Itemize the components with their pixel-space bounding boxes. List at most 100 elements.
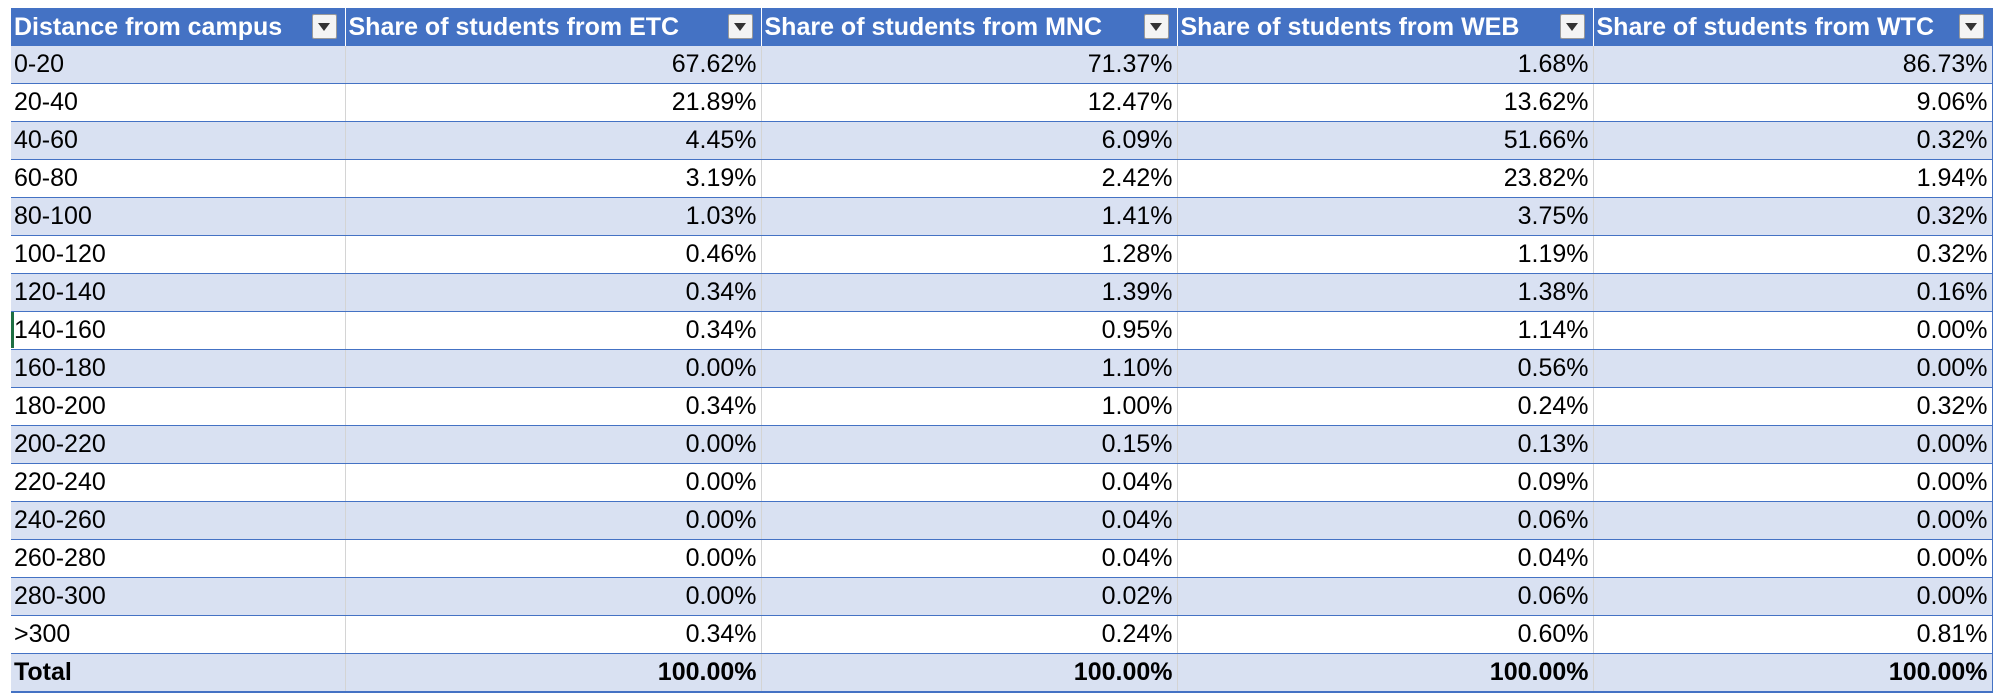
share-cell[interactable]: 0.60% (1177, 615, 1594, 654)
distance-cell[interactable]: 20-40 (11, 83, 346, 122)
share-cell[interactable]: 1.00% (761, 387, 1178, 426)
share-cell[interactable]: 3.75% (1177, 197, 1594, 236)
share-cell[interactable]: 0.00% (1593, 425, 1993, 464)
share-cell[interactable]: 0.00% (345, 425, 762, 464)
share-cell[interactable]: 0.32% (1593, 121, 1993, 160)
share-cell[interactable]: 0.56% (1177, 349, 1594, 388)
share-cell[interactable]: 4.45% (345, 121, 762, 160)
column-header-label: Share of students from WEB (1180, 13, 1520, 41)
share-cell[interactable]: 1.03% (345, 197, 762, 236)
share-cell[interactable]: 1.39% (761, 273, 1178, 312)
distance-cell[interactable]: 100-120 (11, 235, 346, 274)
distance-cell[interactable]: 60-80 (11, 159, 346, 198)
share-cell[interactable]: 0.04% (761, 463, 1178, 502)
distance-cell[interactable]: 280-300 (11, 577, 346, 616)
share-cell[interactable]: 0.32% (1593, 197, 1993, 236)
share-cell[interactable]: 0.04% (761, 539, 1178, 578)
share-cell[interactable]: 0.06% (1177, 577, 1594, 616)
column-header-etc[interactable]: Share of students from ETC (345, 8, 762, 46)
column-header-web[interactable]: Share of students from WEB (1177, 8, 1594, 46)
total-cell[interactable]: 100.00% (345, 653, 762, 693)
share-cell[interactable]: 0.00% (1593, 311, 1993, 350)
filter-dropdown-icon[interactable] (1143, 14, 1169, 39)
share-cell[interactable]: 0.00% (1593, 501, 1993, 540)
share-cell[interactable]: 67.62% (345, 46, 762, 84)
distance-cell[interactable]: 0-20 (11, 46, 346, 84)
share-cell[interactable]: 0.09% (1177, 463, 1594, 502)
share-cell[interactable]: 0.00% (345, 577, 762, 616)
distance-cell[interactable]: 40-60 (11, 121, 346, 160)
share-cell[interactable]: 0.00% (1593, 577, 1993, 616)
filter-dropdown-icon[interactable] (311, 14, 337, 39)
share-cell[interactable]: 0.32% (1593, 235, 1993, 274)
column-header-distance[interactable]: Distance from campus (11, 8, 346, 46)
share-cell[interactable]: 0.02% (761, 577, 1178, 616)
share-cell[interactable]: 1.68% (1177, 46, 1594, 84)
share-cell[interactable]: 1.19% (1177, 235, 1594, 274)
distance-cell[interactable]: 120-140 (11, 273, 346, 312)
share-cell[interactable]: 13.62% (1177, 83, 1594, 122)
share-cell[interactable]: 12.47% (761, 83, 1178, 122)
share-cell[interactable]: 23.82% (1177, 159, 1594, 198)
total-label-cell[interactable]: Total (11, 653, 346, 693)
share-cell[interactable]: 1.10% (761, 349, 1178, 388)
distance-cell[interactable]: 240-260 (11, 501, 346, 540)
table-row: 260-280 0.00% 0.04% 0.04% 0.00% (11, 539, 1993, 578)
distance-cell[interactable]: 200-220 (11, 425, 346, 464)
share-cell[interactable]: 0.24% (1177, 387, 1594, 426)
share-cell[interactable]: 0.00% (1593, 463, 1993, 502)
distance-cell[interactable]: 160-180 (11, 349, 346, 388)
share-cell[interactable]: 0.24% (761, 615, 1178, 654)
share-cell[interactable]: 1.94% (1593, 159, 1993, 198)
share-cell[interactable]: 1.41% (761, 197, 1178, 236)
share-cell[interactable]: 0.81% (1593, 615, 1993, 654)
share-cell[interactable]: 0.00% (1593, 539, 1993, 578)
share-cell[interactable]: 3.19% (345, 159, 762, 198)
share-cell[interactable]: 51.66% (1177, 121, 1594, 160)
distance-cell[interactable]: >300 (11, 615, 346, 654)
share-cell[interactable]: 0.04% (761, 501, 1178, 540)
share-cell[interactable]: 0.34% (345, 311, 762, 350)
share-cell[interactable]: 2.42% (761, 159, 1178, 198)
share-cell[interactable]: 0.00% (1593, 349, 1993, 388)
share-cell[interactable]: 9.06% (1593, 83, 1993, 122)
share-cell[interactable]: 0.32% (1593, 387, 1993, 426)
share-cell[interactable]: 0.16% (1593, 273, 1993, 312)
total-cell[interactable]: 100.00% (1177, 653, 1594, 693)
total-cell[interactable]: 100.00% (1593, 653, 1993, 693)
share-cell[interactable]: 0.00% (345, 463, 762, 502)
share-cell[interactable]: 0.06% (1177, 501, 1594, 540)
share-cell[interactable]: 0.00% (345, 539, 762, 578)
share-cell[interactable]: 0.04% (1177, 539, 1594, 578)
distance-cell[interactable]: 180-200 (11, 387, 346, 426)
distance-cell[interactable]: 220-240 (11, 463, 346, 502)
share-cell[interactable]: 0.34% (345, 273, 762, 312)
distance-cell[interactable]: 80-100 (11, 197, 346, 236)
share-cell[interactable]: 0.34% (345, 615, 762, 654)
share-cell[interactable]: 86.73% (1593, 46, 1993, 84)
filter-dropdown-icon[interactable] (727, 14, 753, 39)
share-cell[interactable]: 21.89% (345, 83, 762, 122)
distance-cell[interactable]: 140-160 (11, 311, 346, 350)
column-header-label: Share of students from WTC (1596, 13, 1935, 41)
filter-dropdown-icon[interactable] (1559, 14, 1585, 39)
share-cell[interactable]: 0.95% (761, 311, 1178, 350)
share-cell[interactable]: 1.38% (1177, 273, 1594, 312)
filter-dropdown-icon[interactable] (1958, 14, 1984, 39)
share-cell[interactable]: 6.09% (761, 121, 1178, 160)
share-cell[interactable]: 0.15% (761, 425, 1178, 464)
share-cell[interactable]: 0.46% (345, 235, 762, 274)
column-header-wtc[interactable]: Share of students from WTC (1593, 8, 1993, 46)
table-row: 280-300 0.00% 0.02% 0.06% 0.00% (11, 577, 1993, 616)
share-cell[interactable]: 0.34% (345, 387, 762, 426)
share-cell[interactable]: 0.13% (1177, 425, 1594, 464)
column-header-mnc[interactable]: Share of students from MNC (761, 8, 1178, 46)
share-cell[interactable]: 0.00% (345, 349, 762, 388)
share-cell[interactable]: 71.37% (761, 46, 1178, 84)
total-cell[interactable]: 100.00% (761, 653, 1178, 693)
share-cell[interactable]: 1.14% (1177, 311, 1594, 350)
share-cell[interactable]: 0.00% (345, 501, 762, 540)
share-cell[interactable]: 1.28% (761, 235, 1178, 274)
distance-cell[interactable]: 260-280 (11, 539, 346, 578)
